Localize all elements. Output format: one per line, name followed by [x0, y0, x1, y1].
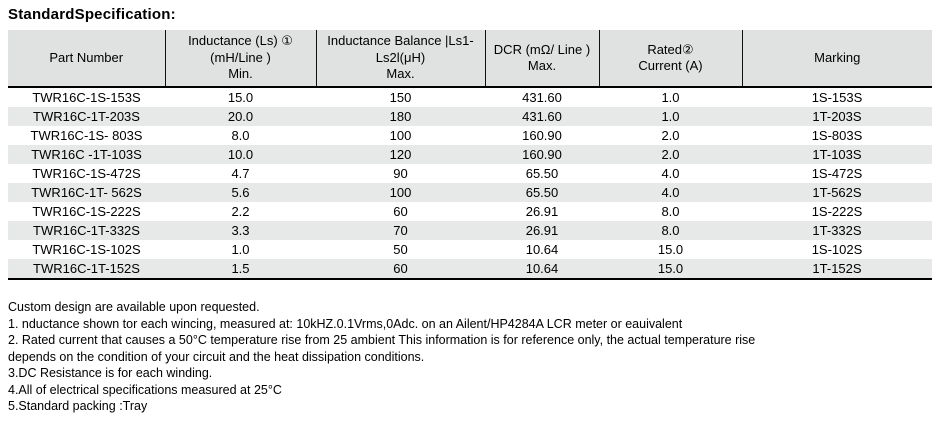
- table-cell: 8.0: [661, 204, 680, 219]
- table-cell: 1.0: [599, 107, 742, 126]
- table-cell: 1T-103S: [742, 145, 932, 164]
- table-cell: 1T-203S: [742, 107, 932, 126]
- note-5-packing: 5.Standard packing :Tray: [8, 399, 148, 413]
- table-cell: 4.0: [661, 166, 680, 181]
- table-cell: 10.0: [165, 145, 316, 164]
- table-row: TWR16C-1T-152S 1.5 60 10.64 15.0 1T-152S: [8, 259, 932, 280]
- page-title: StandardSpecification:: [8, 6, 176, 23]
- table-cell: 10.64: [485, 259, 599, 280]
- table-cell: 8.0: [599, 221, 742, 240]
- table-row: TWR16C-1T- 562S 5.6 100 65.50 4.0 1T-562S: [8, 183, 932, 202]
- table-cell: 4.7: [231, 166, 250, 181]
- table-cell: 3.3: [165, 221, 316, 240]
- table-cell: 15.0: [227, 90, 254, 105]
- table-cell: 90: [393, 166, 408, 181]
- table-cell: 1T-562S: [742, 183, 932, 202]
- table-cell: 20.0: [165, 107, 316, 126]
- table-row: TWR16C-1S-153S 15.0 150 431.60 1.0 1S-153S: [8, 87, 932, 107]
- table-cell: 1S-472S: [811, 166, 863, 181]
- table-cell: 431.60: [485, 107, 599, 126]
- spec-table-header: Part Number Inductance (Ls) ① (mH/Line ) Mi…: [8, 30, 932, 88]
- table-cell: TWR16C-1S-222S: [32, 204, 141, 219]
- table-cell: TWR16C-1T-152S: [8, 259, 165, 280]
- table-row: TWR16C-1S-102S 1.0 50 10.64 15.0 1S-102S: [8, 240, 932, 259]
- table-cell: 10.64: [525, 242, 559, 257]
- table-cell: 8.0: [231, 128, 250, 143]
- standard-specification-table: Part Number Inductance (Ls) ① (mH/Line ) Mi…: [8, 30, 932, 280]
- note-custom-design: Custom design are available upon request…: [8, 300, 260, 314]
- table-cell: 26.91: [525, 204, 559, 219]
- table-cell: 160.90: [522, 128, 562, 143]
- table-cell: 100: [389, 128, 412, 143]
- table-cell: 50: [393, 242, 408, 257]
- table-cell: 2.0: [661, 128, 680, 143]
- spec-table-body: TWR16C-1S-153S 15.0 150 431.60 1.0 1S-153S TWR…: [8, 87, 932, 280]
- table-cell: 4.0: [599, 183, 742, 202]
- table-cell: 15.0: [599, 259, 742, 280]
- footnotes: Custom design are available upon request…: [8, 299, 803, 415]
- table-row: TWR16C -1T-103S 10.0 120 160.90 2.0 1T-103S: [8, 145, 932, 164]
- table-cell: 26.91: [485, 221, 599, 240]
- table-cell: 5.6: [165, 183, 316, 202]
- note-2-rated-current: 2. Rated current that causes a 50°C temp…: [8, 333, 756, 364]
- column-header-dcr: DCR (mΩ/ Line ) Max.: [484, 30, 599, 88]
- table-cell: 65.50: [485, 183, 599, 202]
- table-cell: 15.0: [657, 242, 684, 257]
- table-cell: 1.0: [231, 242, 250, 257]
- table-cell: 60: [316, 259, 485, 280]
- column-header-inductance-balance: Inductance Balance |Ls1- Ls2l(μH) Max.: [315, 30, 485, 88]
- table-cell: TWR16C-1T- 562S: [8, 183, 165, 202]
- table-cell: 70: [316, 221, 485, 240]
- table-cell: 65.50: [525, 166, 559, 181]
- table-cell: 1S-803S: [811, 128, 863, 143]
- table-cell: 160.90: [485, 145, 599, 164]
- table-cell: 1S-102S: [811, 242, 863, 257]
- table-cell: 2.0: [599, 145, 742, 164]
- table-cell: 60: [393, 204, 408, 219]
- table-cell: 1T-152S: [742, 259, 932, 280]
- table-cell: 1.5: [165, 259, 316, 280]
- table-cell: 1.0: [661, 90, 680, 105]
- table-cell: TWR16C-1S- 803S: [30, 128, 143, 143]
- table-cell: 1S-222S: [811, 204, 863, 219]
- table-cell: 150: [389, 90, 412, 105]
- table-cell: TWR16C-1S-153S: [32, 90, 141, 105]
- column-header-marking: Marking: [741, 30, 932, 88]
- table-cell: TWR16C-1S-472S: [32, 166, 141, 181]
- note-4-measured-temp: 4.All of electrical specifications measu…: [8, 382, 282, 397]
- table-cell: 100: [316, 183, 485, 202]
- table-row: TWR16C-1S- 803S 8.0 100 160.90 2.0 1S-803S: [8, 126, 932, 145]
- table-row: TWR16C-1S-222S 2.2 60 26.91 8.0 1S-222S: [8, 202, 932, 221]
- note-1-inductance: 1. nductance shown tor each wincing, mea…: [8, 316, 683, 331]
- table-cell: TWR16C-1S-102S: [32, 242, 141, 257]
- table-cell: TWR16C -1T-103S: [8, 145, 165, 164]
- table-cell: 120: [316, 145, 485, 164]
- table-cell: 180: [316, 107, 485, 126]
- note-3-dc-resistance: 3.DC Resistance is for each winding.: [8, 366, 213, 380]
- table-cell: TWR16C-1T-332S: [8, 221, 165, 240]
- table-row: TWR16C-1S-472S 4.7 90 65.50 4.0 1S-472S: [8, 164, 932, 183]
- header-row: Part Number Inductance (Ls) ① (mH/Line ) Mi…: [8, 30, 932, 88]
- table-row: TWR16C-1T-203S 20.0 180 431.60 1.0 1T-203S: [8, 107, 932, 126]
- column-header-rated-current: Rated② Current (A): [598, 30, 742, 88]
- column-header-part-number: Part Number: [8, 30, 165, 88]
- table-cell: 2.2: [231, 204, 250, 219]
- table-cell: 431.60: [522, 90, 562, 105]
- table-cell: 1T-332S: [742, 221, 932, 240]
- table-row: TWR16C-1T-332S 3.3 70 26.91 8.0 1T-332S: [8, 221, 932, 240]
- column-header-inductance: Inductance (Ls) ① (mH/Line ) Min.: [164, 30, 316, 88]
- table-cell: TWR16C-1T-203S: [8, 107, 165, 126]
- table-cell: 1S-153S: [811, 90, 863, 105]
